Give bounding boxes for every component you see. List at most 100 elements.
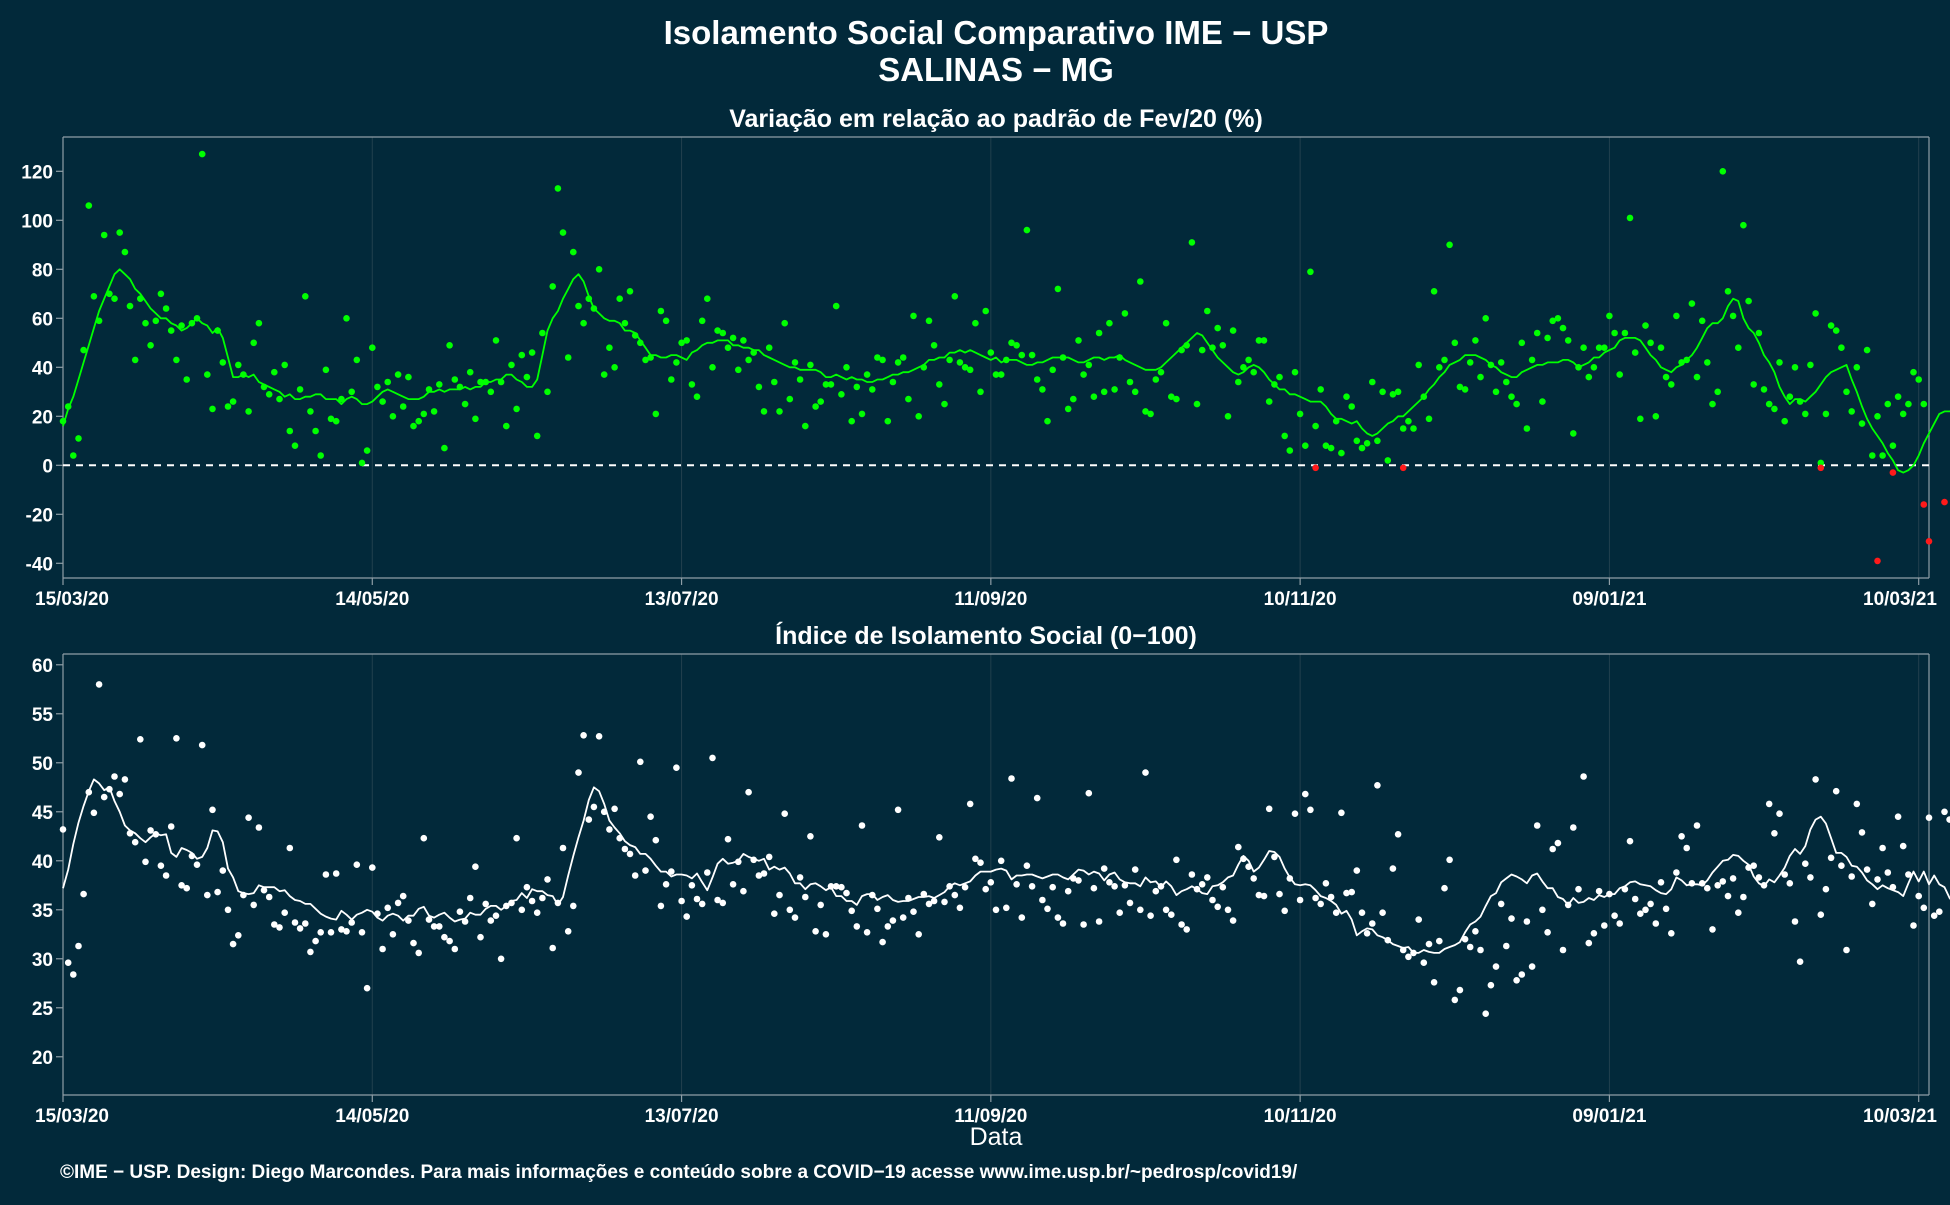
data-point [1348, 888, 1355, 896]
data-point [1106, 319, 1113, 327]
data-point [1662, 905, 1670, 913]
data-point [564, 354, 572, 361]
data-point [276, 924, 283, 931]
data-point [219, 867, 227, 874]
data-point [348, 919, 356, 926]
data-point [941, 400, 948, 408]
data-point [642, 356, 649, 364]
data-point [1358, 909, 1366, 916]
data-point [1508, 393, 1515, 401]
data-point [1436, 937, 1443, 945]
data-point [245, 814, 252, 821]
data-point [719, 329, 727, 337]
data-point [95, 681, 103, 688]
data-point [765, 344, 773, 352]
data-point [1394, 388, 1402, 396]
data-point [1209, 344, 1216, 352]
data-point [1807, 874, 1814, 881]
data-point [250, 901, 257, 909]
data-point [59, 826, 67, 833]
data-point [1735, 909, 1742, 916]
data-point [1533, 822, 1541, 829]
data-point [1265, 805, 1273, 813]
data-point [1704, 359, 1711, 366]
data-point [1204, 874, 1211, 881]
data-point [1374, 437, 1381, 445]
data-point [111, 295, 118, 303]
data-point [75, 942, 82, 950]
data-point [1415, 916, 1422, 923]
data-point [755, 872, 763, 879]
data-point [1080, 921, 1087, 928]
data-point [1786, 880, 1794, 887]
data-point [193, 315, 201, 322]
data-point [1188, 239, 1196, 246]
data-point [714, 327, 721, 334]
data-point [528, 349, 536, 356]
data-point [1451, 339, 1459, 347]
data-point [956, 359, 964, 366]
data-point [1709, 926, 1716, 933]
data-point [126, 830, 134, 837]
data-point [167, 823, 175, 830]
negative-data-point [1312, 464, 1319, 472]
data-point [1858, 420, 1866, 427]
data-point [683, 337, 690, 344]
data-point [131, 838, 139, 846]
data-point [1621, 329, 1629, 337]
data-point [760, 408, 768, 415]
data-point [1554, 315, 1562, 322]
data-point [229, 398, 237, 405]
data-point [1255, 337, 1263, 344]
data-point [477, 378, 484, 386]
data-point [286, 427, 294, 435]
data-point [1059, 354, 1067, 361]
data-point [1771, 830, 1778, 837]
data-point [930, 342, 938, 349]
data-point [188, 319, 196, 327]
data-point [1642, 906, 1649, 914]
data-point [1477, 373, 1484, 381]
data-point [260, 886, 268, 894]
y-tick-label: 50 [32, 754, 53, 775]
data-point [1260, 892, 1268, 900]
data-point [106, 290, 113, 298]
data-point [338, 395, 345, 403]
data-point [1023, 862, 1031, 869]
data-point [631, 872, 639, 879]
negative-data-point [1889, 469, 1897, 476]
data-point [1157, 883, 1165, 890]
data-point [1013, 342, 1020, 349]
data-point [1209, 896, 1216, 904]
data-point [343, 928, 350, 935]
data-point [1760, 882, 1768, 889]
data-point [1497, 359, 1505, 366]
data-point [740, 887, 747, 895]
data-point [1018, 351, 1026, 359]
data-point [1575, 364, 1582, 371]
x-tick-label: 10/11/20 [1264, 1106, 1337, 1127]
top-panel-variation: -40 -20 0 20 40 60 80 100 120 15/03/20 14/05/20 13/… [21, 136, 1950, 610]
data-point [1497, 900, 1505, 908]
data-point [1379, 388, 1386, 396]
data-point [1755, 329, 1763, 337]
data-point [1430, 979, 1438, 986]
data-point [1430, 288, 1438, 295]
data-point [1384, 936, 1392, 944]
data-point [776, 891, 783, 899]
data-point [1843, 388, 1850, 396]
data-point [1405, 417, 1412, 425]
data-point [621, 319, 629, 327]
data-point [1080, 371, 1087, 378]
data-point [162, 305, 170, 312]
data-point [1745, 864, 1752, 871]
data-point [1570, 430, 1577, 437]
data-point [1673, 312, 1680, 320]
data-point [683, 913, 690, 920]
data-point [1250, 368, 1257, 376]
data-point [436, 381, 443, 388]
data-point [1446, 856, 1453, 864]
negative-data-point [1941, 498, 1948, 506]
data-point [1590, 930, 1598, 937]
data-point [925, 317, 933, 325]
